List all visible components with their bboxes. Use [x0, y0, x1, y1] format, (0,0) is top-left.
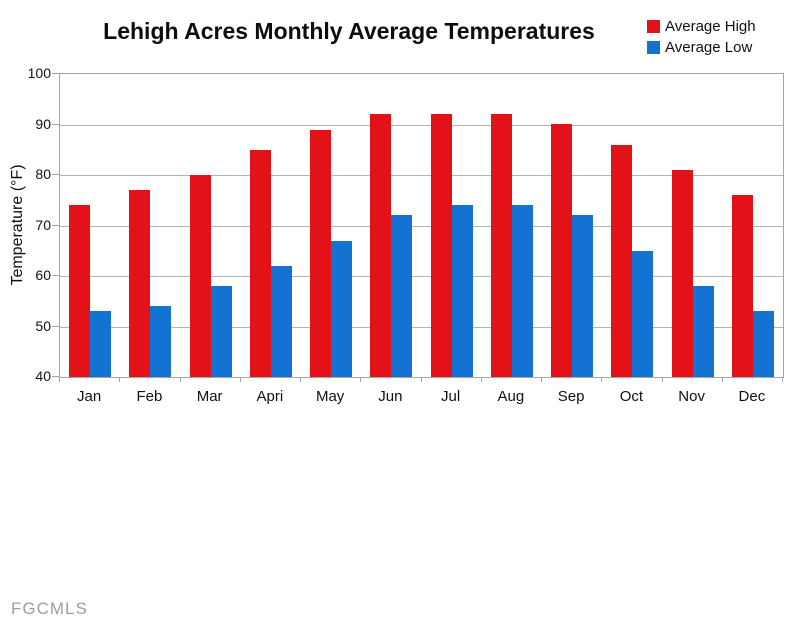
bar-average-high-aug	[490, 114, 512, 377]
bar-group-feb	[120, 190, 180, 377]
gridline-80	[60, 175, 783, 176]
bar-average-high-mar	[189, 175, 211, 377]
bar-average-low-sep	[572, 215, 594, 377]
y-tick-label-70: 70	[35, 217, 51, 233]
y-tick-label-50: 50	[35, 318, 51, 334]
gridline-50	[60, 327, 783, 328]
bar-average-low-mar	[210, 286, 232, 377]
y-tick-label-90: 90	[35, 116, 51, 132]
bar-average-low-jun	[391, 215, 413, 377]
y-tick-mark-40	[52, 376, 59, 377]
y-tick-label-60: 60	[35, 267, 51, 283]
legend-item-average-low: Average Low	[647, 39, 756, 56]
legend-item-average-high: Average High	[647, 18, 756, 35]
plot-area	[59, 73, 784, 378]
bar-average-high-feb	[129, 190, 151, 377]
x-tick-label-oct: Oct	[619, 388, 644, 405]
gridline-70	[60, 226, 783, 227]
bar-average-low-may	[331, 241, 353, 377]
y-tick-mark-60	[52, 275, 59, 276]
x-tick-mark-6	[421, 377, 422, 382]
watermark: FGCMLS	[11, 599, 88, 618]
x-tick-label-nov: Nov	[678, 388, 705, 405]
x-tick-mark-9	[601, 377, 602, 382]
bar-average-low-oct	[632, 251, 654, 377]
x-tick-label-dec: Dec	[738, 388, 766, 405]
x-tick-label-sep: Sep	[557, 388, 585, 405]
x-tick-label-aug: Aug	[497, 388, 525, 405]
gridline-90	[60, 125, 783, 126]
y-tick-label-100: 100	[27, 65, 51, 81]
y-tick-mark-90	[52, 124, 59, 125]
bar-average-high-jun	[370, 114, 392, 377]
x-tick-label-feb: Feb	[136, 388, 163, 405]
y-tick-mark-80	[52, 174, 59, 175]
bar-average-high-dec	[731, 195, 753, 377]
legend-label-average-low: Average Low	[665, 39, 753, 56]
y-tick-mark-70	[52, 225, 59, 226]
bar-group-may	[301, 130, 361, 377]
bar-group-jun	[361, 114, 421, 377]
x-tick-label-jun: Jun	[378, 388, 403, 405]
x-tick-label-mar: Mar	[196, 388, 223, 405]
bar-average-high-oct	[611, 145, 633, 377]
bar-group-jul	[422, 114, 482, 377]
bar-average-low-apri	[270, 266, 292, 377]
x-tick-mark-2	[180, 377, 181, 382]
bar-average-high-sep	[551, 124, 573, 377]
x-tick-mark-4	[300, 377, 301, 382]
bar-group-dec	[723, 195, 783, 377]
chart-title: Lehigh Acres Monthly Average Temperature…	[103, 18, 595, 44]
bar-average-low-dec	[752, 311, 774, 377]
bar-average-high-jan	[69, 205, 91, 377]
bar-average-low-jan	[90, 311, 112, 377]
x-tick-label-apri: Apri	[256, 388, 284, 405]
x-tick-mark-5	[360, 377, 361, 382]
x-tick-mark-7	[481, 377, 482, 382]
bar-group-sep	[542, 124, 602, 377]
x-tick-mark-0	[59, 377, 60, 382]
bar-average-high-jul	[430, 114, 452, 377]
x-tick-mark-3	[240, 377, 241, 382]
x-tick-mark-12	[782, 377, 783, 382]
bar-average-high-nov	[671, 170, 693, 377]
average-low-swatch-icon	[647, 41, 660, 54]
bar-group-apri	[241, 150, 301, 377]
average-high-swatch-icon	[647, 20, 660, 33]
x-tick-mark-11	[722, 377, 723, 382]
bar-group-jan	[60, 205, 120, 377]
legend: Average High Average Low	[647, 18, 756, 56]
bar-average-low-feb	[150, 306, 172, 377]
x-tick-label-jan: Jan	[77, 388, 102, 405]
x-tick-mark-1	[119, 377, 120, 382]
x-tick-mark-8	[541, 377, 542, 382]
bar-average-high-apri	[249, 150, 271, 377]
legend-label-average-high: Average High	[665, 18, 756, 35]
bar-average-low-nov	[692, 286, 714, 377]
bar-group-nov	[663, 170, 723, 377]
y-tick-label-40: 40	[35, 368, 51, 384]
bar-average-low-aug	[511, 205, 533, 377]
bar-group-aug	[482, 114, 542, 377]
y-tick-mark-100	[52, 73, 59, 74]
bar-average-low-jul	[451, 205, 473, 377]
x-tick-mark-10	[662, 377, 663, 382]
gridline-60	[60, 276, 783, 277]
bar-group-mar	[181, 175, 241, 377]
y-tick-label-80: 80	[35, 166, 51, 182]
bar-average-high-may	[310, 130, 332, 377]
x-tick-label-jul: Jul	[441, 388, 461, 405]
bar-group-oct	[602, 145, 662, 377]
y-tick-mark-50	[52, 326, 59, 327]
x-tick-label-may: May	[315, 388, 345, 405]
